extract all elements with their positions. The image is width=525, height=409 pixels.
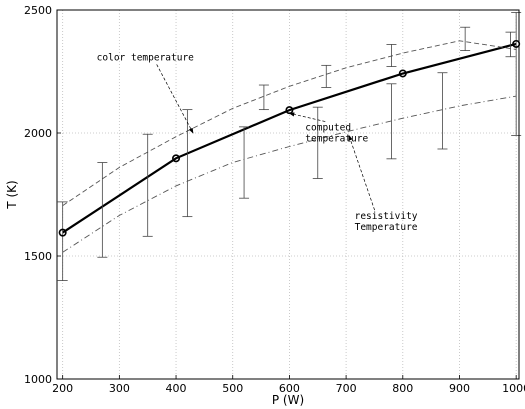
error-bars <box>57 12 522 282</box>
error-bar <box>182 109 193 218</box>
series-line-color-temperature <box>62 40 517 206</box>
error-bar <box>386 44 397 67</box>
series-line-resistivity-temperature <box>62 95 517 253</box>
error-bar <box>321 64 332 88</box>
y-tick-label: 2500 <box>24 4 52 17</box>
x-tick-label: 600 <box>279 382 300 395</box>
data-point <box>398 69 407 78</box>
curves <box>62 40 517 253</box>
data-point <box>172 154 181 163</box>
y-axis-label: T (K) <box>5 180 19 209</box>
markers <box>58 39 521 237</box>
annotation-text: temperature <box>305 134 368 145</box>
x-tick-label: 500 <box>222 382 243 395</box>
y-tick-label: 2000 <box>24 127 52 140</box>
x-tick-label: 800 <box>392 382 413 395</box>
annotation-text: computed <box>305 123 351 134</box>
error-bar <box>386 83 397 160</box>
annotation-arrow <box>288 112 326 122</box>
annotation-text: resistivity <box>355 211 418 222</box>
error-bar <box>239 126 250 199</box>
annotations: color temperaturecomputedtemperatureresi… <box>97 52 418 233</box>
y-tick-label: 1500 <box>24 250 52 263</box>
error-bar <box>142 133 153 237</box>
annotation-arrow <box>348 134 375 211</box>
annotation-text: Temperature <box>355 222 418 233</box>
y-tick-label: 1000 <box>24 373 52 386</box>
error-bar <box>511 12 522 136</box>
x-tick-label: 900 <box>449 382 470 395</box>
x-tick-label: 300 <box>109 382 130 395</box>
error-bar <box>437 72 448 150</box>
annotation-arrow <box>156 64 194 134</box>
x-tick-label: 200 <box>52 382 73 395</box>
error-bar <box>57 201 68 282</box>
annotation-text: color temperature <box>97 52 195 63</box>
grid <box>57 9 519 380</box>
plot-frame <box>56 9 520 380</box>
x-axis-label: P (W) <box>272 393 304 407</box>
error-bar <box>97 162 108 258</box>
error-bar <box>460 26 471 51</box>
x-tick-label: 400 <box>166 382 187 395</box>
ticks: 200 300 400 500 600 700 800 900 1000 1000 1500 2000… <box>24 4 525 395</box>
error-bar <box>312 106 323 179</box>
x-tick-label: 1000 <box>502 382 525 395</box>
error-bar <box>505 31 516 58</box>
error-bar <box>258 84 269 111</box>
annotation: color temperature <box>97 52 195 134</box>
x-tick-label: 700 <box>336 382 357 395</box>
data-point <box>58 228 67 237</box>
series-line-computed-temperature <box>62 42 517 234</box>
